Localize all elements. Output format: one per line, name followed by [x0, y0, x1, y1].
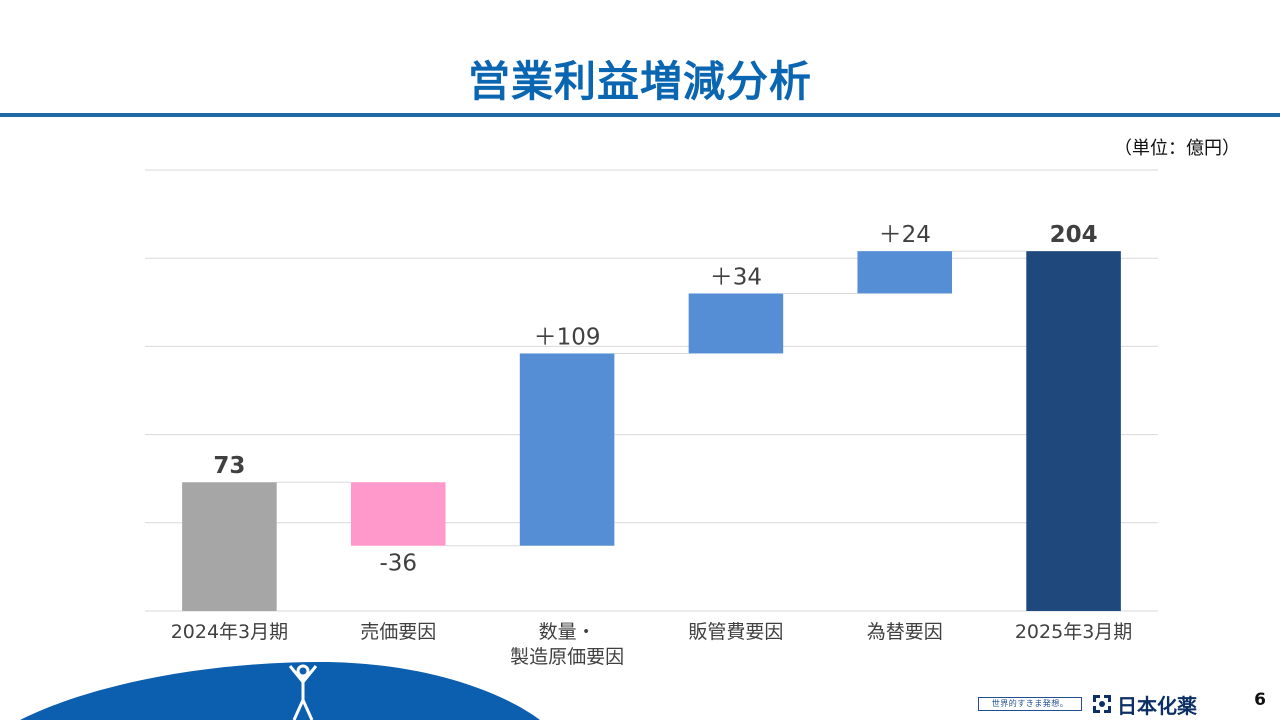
figure-icon — [288, 664, 318, 720]
bar — [519, 353, 615, 546]
title-underline — [0, 113, 1280, 117]
data-label: ＋24 — [879, 222, 931, 248]
gridlines — [145, 169, 1158, 612]
category-label: 数量・ — [539, 621, 596, 643]
data-label: ＋109 — [534, 324, 601, 350]
category-label: 売価要因 — [360, 621, 436, 643]
page-title: 営業利益増減分析 — [467, 57, 812, 106]
unit-label: （単位：億円） — [1114, 138, 1240, 159]
connectors — [276, 250, 1027, 547]
brand-logo: 日本化薬 — [1090, 691, 1197, 718]
data-label: 204 — [1050, 222, 1098, 248]
bars — [182, 251, 1121, 612]
bar — [182, 482, 277, 611]
data-label: -36 — [379, 551, 417, 577]
bar — [688, 293, 784, 354]
brand-name: 日本化薬 — [1117, 693, 1197, 718]
data-label: 73 — [213, 453, 245, 479]
data-labels: 73 -36 ＋109 ＋34 ＋24 204 — [213, 222, 1097, 577]
bar — [350, 482, 446, 546]
category-label: 為替要因 — [867, 621, 943, 643]
category-label: 2024年3月期 — [171, 621, 288, 643]
data-label: ＋34 — [710, 264, 762, 290]
footer-tagline: 世界的すきま発想。 — [978, 697, 1082, 711]
bar — [1026, 251, 1121, 612]
category-label: 2025年3月期 — [1015, 621, 1132, 643]
brand-mark-icon — [1093, 695, 1111, 713]
globe-graphic — [0, 662, 560, 720]
category-labels: 2024年3月期 売価要因 数量・製造原価要因 販管費要因 為替要因 2025年3月期 — [171, 621, 1133, 668]
page-number: 6 — [1254, 690, 1266, 710]
bar — [857, 251, 953, 294]
category-label: 製造原価要因 — [510, 646, 624, 668]
category-label: 販管費要因 — [688, 621, 783, 643]
